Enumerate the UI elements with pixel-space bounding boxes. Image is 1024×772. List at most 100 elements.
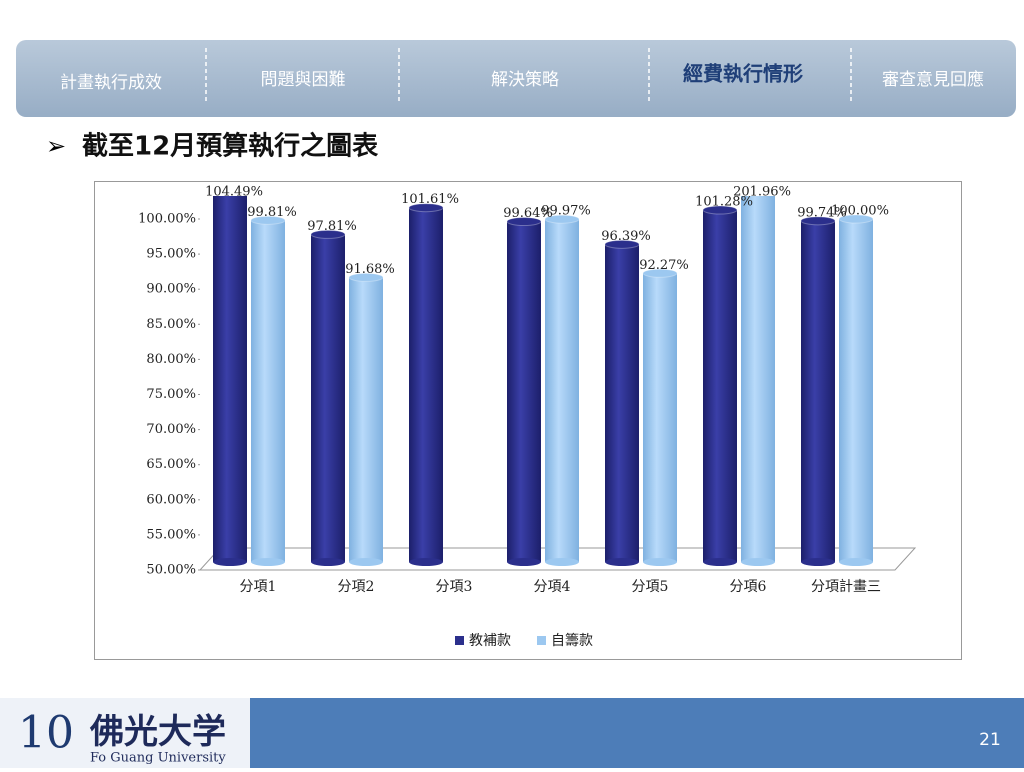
x-tick-label: 分項5 [632,579,669,595]
bar-body [349,277,383,562]
bar-body [801,220,835,562]
x-tick-label: 分項4 [534,579,571,595]
bar-body [251,220,285,562]
data-label: 101.61% [401,192,459,207]
bar-cap [250,215,286,225]
bar-cap [408,203,444,213]
bar-base [507,558,541,566]
bar-body [409,207,443,562]
legend-swatch [537,636,546,645]
bar-cap [800,216,836,226]
y-tick-label: 75.00% [146,387,196,402]
x-tick-label: 分項3 [436,579,473,595]
nav-item[interactable]: 解決策略 [491,70,559,90]
x-tick-label: 分項6 [730,579,767,595]
data-label: 201.96% [733,185,791,200]
data-label: 96.39% [601,229,651,244]
bar-body [605,244,639,562]
data-label: 99.74% [797,205,847,220]
y-tick-label: 90.00% [146,282,196,297]
data-label: 99.97% [541,204,591,219]
bar-base [349,558,383,566]
bar-body [839,219,873,562]
y-tick-label: 95.00% [146,247,196,262]
bar-cap [702,205,738,215]
bullet: ➢ [46,132,66,160]
bar-cap [348,272,384,282]
x-tick-label: 分項1 [240,579,277,595]
legend-swatch [455,636,464,645]
plot-area [213,196,874,566]
data-label: 91.68% [345,262,395,277]
logo-bg [0,698,250,768]
bar-base [545,558,579,566]
logo-text: 佛光大学 [89,712,226,752]
data-label: 99.81% [247,205,297,220]
nav-dividers [205,48,852,102]
chart: 50.00% 55.00% 60.00% 65.00% 70.00% 75.00% 80.0… [138,185,917,649]
logo-number: 10 [18,708,74,759]
bar [213,196,247,566]
bar-base [251,558,285,566]
logo-subtitle: Fo Guang University [90,751,226,766]
bar-cap [310,229,346,239]
x-tick-label: 分項計畫三 [811,579,881,595]
y-tick-label: 70.00% [146,422,196,437]
data-label: 99.64% [503,206,553,221]
page-number: 21 [979,730,1001,750]
nav-item[interactable]: 問題與困難 [261,70,346,90]
nav-item-active[interactable]: 經費執行情形 [683,62,803,86]
bar-base [311,558,345,566]
nav-bar [16,40,1016,117]
bar-body [703,210,737,562]
bar-base [643,558,677,566]
legend-label: 自籌款 [551,633,593,649]
bar-body [507,221,541,562]
data-label: 100.00% [831,204,889,219]
bar [604,239,640,566]
bar-base [703,558,737,566]
y-tick-label: 80.00% [146,352,196,367]
bar [408,203,444,566]
bar-body [213,196,247,562]
bar [506,217,542,566]
bar [250,215,286,566]
bar-body [741,196,775,562]
data-label: 104.49% [205,185,263,200]
data-label: 97.81% [307,219,357,234]
bar [348,272,384,566]
data-label: 92.27% [639,258,689,273]
x-tick-label: 分項2 [338,579,375,595]
bar-base [605,558,639,566]
bar [544,214,580,566]
y-tick-label: 55.00% [146,527,196,542]
bar [702,205,738,566]
bar-cap [642,268,678,278]
data-label: 101.28% [695,195,753,210]
bar-body [643,273,677,562]
nav-item[interactable]: 計畫執行成效 [60,73,162,93]
bar [800,216,836,566]
y-tick-label: 65.00% [146,457,196,472]
bar [741,196,775,566]
y-tick-label: 100.00% [138,212,196,227]
bar-cap [544,214,580,224]
bar [310,229,346,566]
bar-base [801,558,835,566]
bar-base [409,558,443,566]
bar [838,214,874,566]
legend-label: 教補款 [469,633,511,649]
y-tick-label: 60.00% [146,492,196,507]
bar-cap [838,214,874,224]
bar-cap [506,217,542,227]
bar-body [545,219,579,562]
bar-base [741,558,775,566]
slide-title: 截至12月預算執行之圖表 [82,131,379,162]
bar-base [839,558,873,566]
bar-body [311,234,345,563]
bar-base [213,558,247,566]
nav-item[interactable]: 審查意見回應 [882,69,984,90]
bar-cap [604,239,640,249]
